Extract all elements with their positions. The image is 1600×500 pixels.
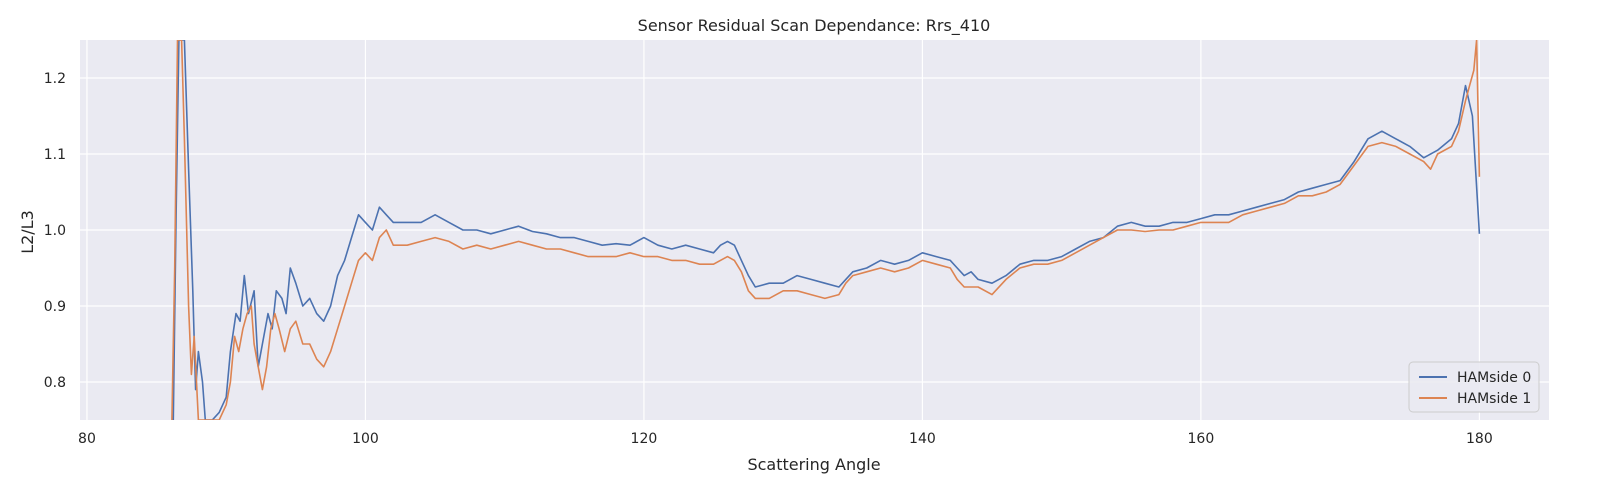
x-tick-label: 80	[78, 431, 96, 447]
legend-label-1: HAMside 1	[1457, 391, 1531, 407]
y-axis-ticks: 0.8 0.9 1.0 1.1 1.2	[44, 71, 66, 391]
legend-label-0: HAMside 0	[1457, 370, 1531, 386]
y-tick-label: 0.8	[44, 375, 66, 391]
y-tick-label: 1.2	[44, 71, 66, 87]
x-tick-label: 180	[1466, 431, 1493, 447]
x-tick-label: 100	[352, 431, 379, 447]
x-tick-label: 140	[909, 431, 936, 447]
x-tick-label: 160	[1188, 431, 1215, 447]
x-axis-ticks: 80 100 120 140 160 180	[78, 431, 1493, 447]
x-tick-label: 120	[631, 431, 658, 447]
legend: HAMside 0 HAMside 1	[1408, 361, 1540, 413]
y-tick-label: 1.1	[44, 147, 66, 163]
y-tick-label: 0.9	[44, 299, 66, 315]
grid	[80, 40, 1549, 420]
series-line-0	[172, 40, 1481, 420]
legend-box	[1408, 361, 1540, 413]
series-line-1	[171, 40, 1481, 420]
chart-title: Sensor Residual Scan Dependance: Rrs_410	[638, 16, 991, 36]
x-axis-label: Scattering Angle	[747, 455, 880, 474]
y-tick-label: 1.0	[44, 223, 66, 239]
series-lines	[171, 40, 1481, 420]
y-axis-label: L2/L3	[18, 210, 37, 254]
